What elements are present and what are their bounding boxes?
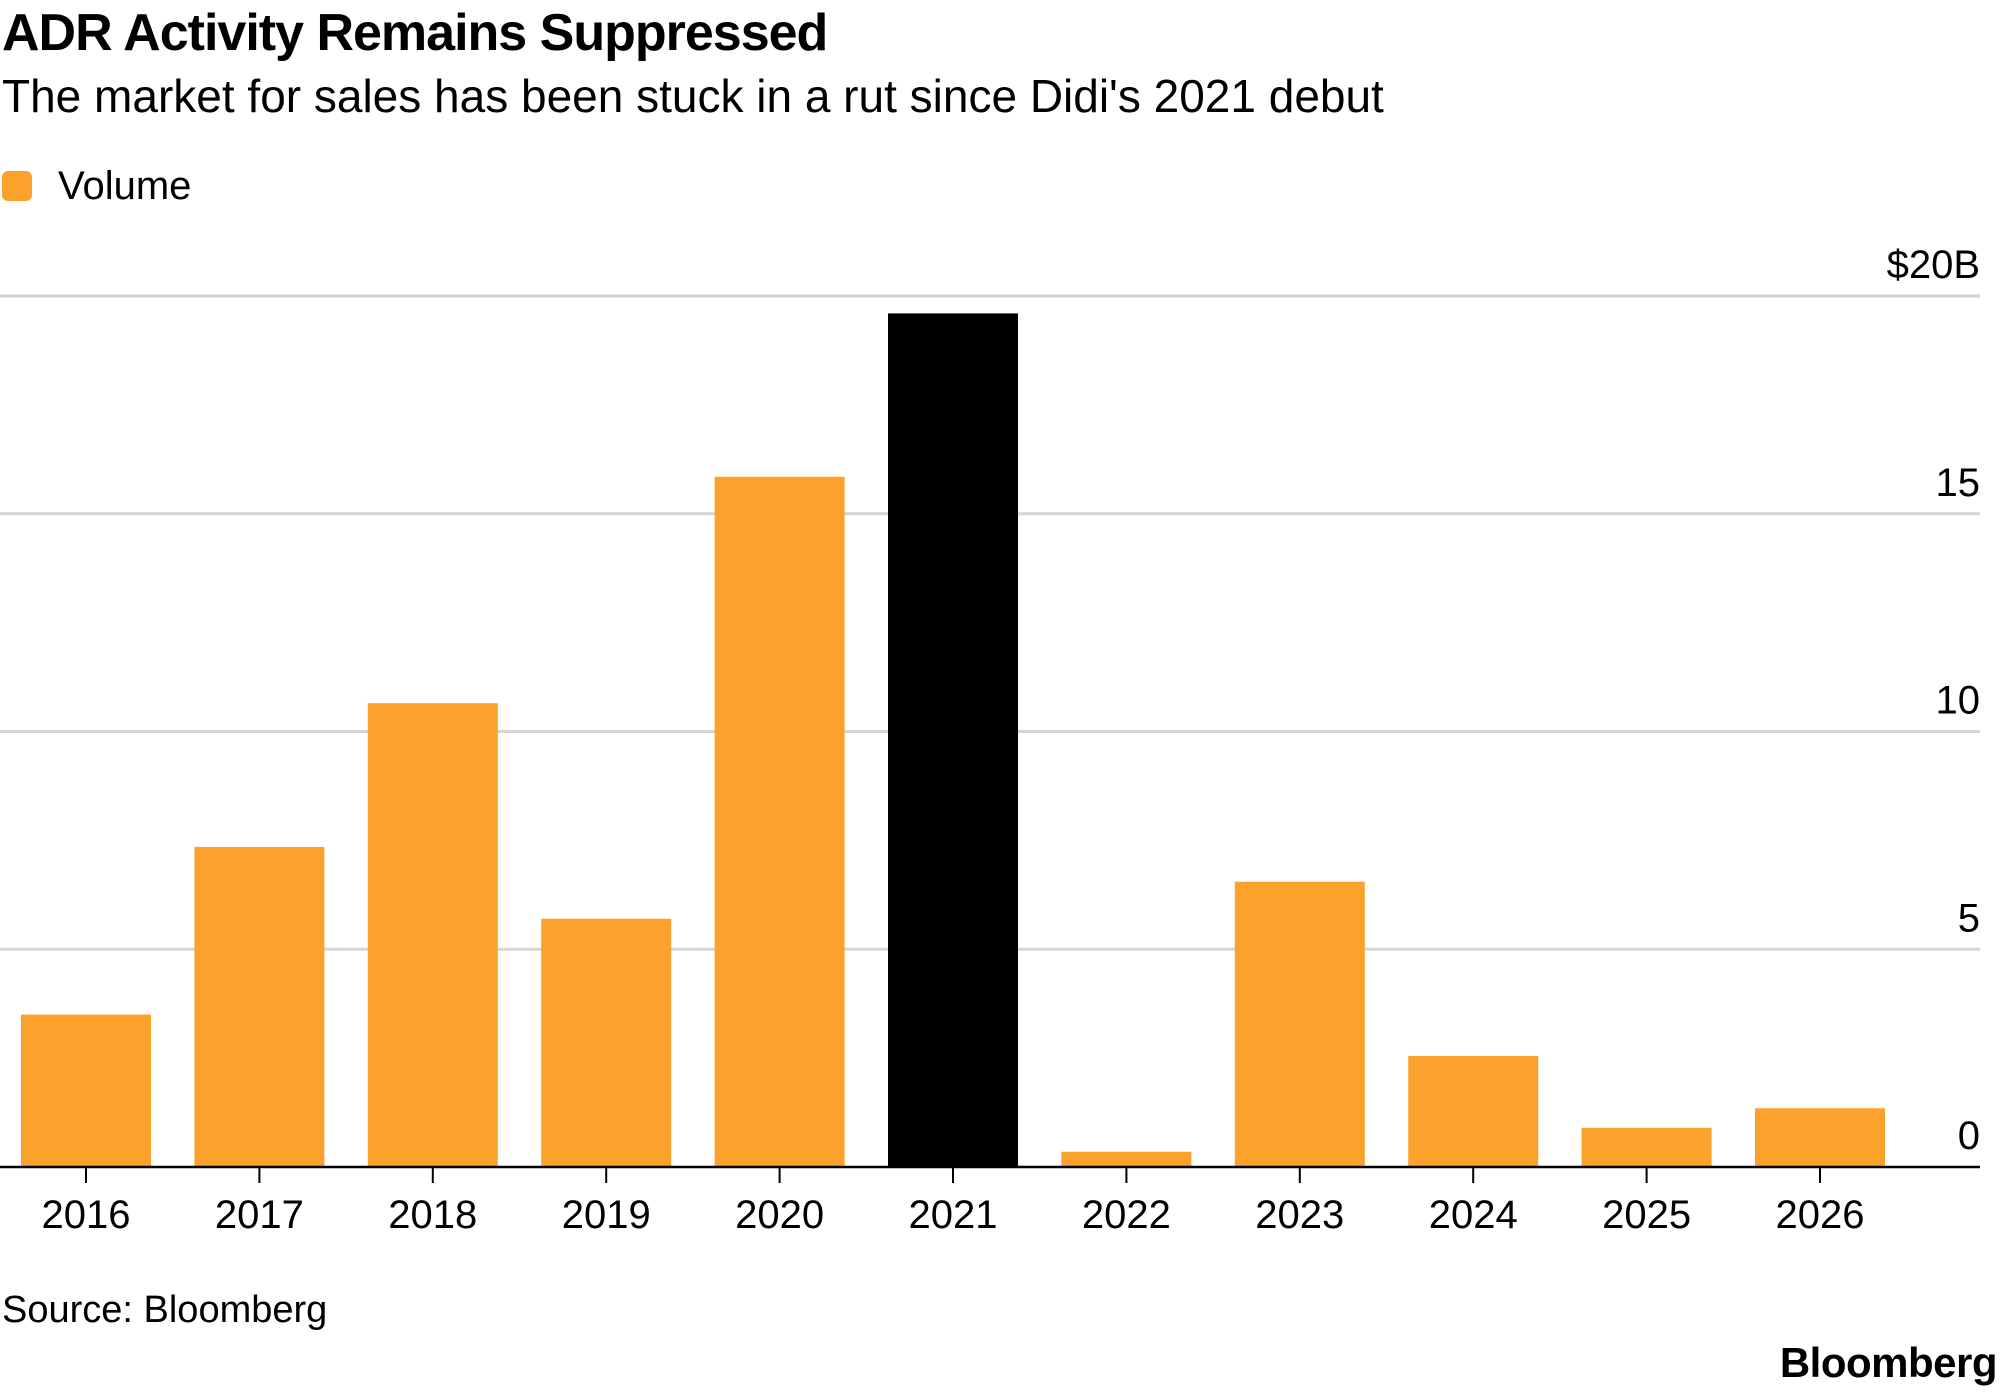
y-tick-label: 5 — [1958, 896, 1980, 940]
x-tick-label: 2021 — [909, 1193, 998, 1237]
chart-title: ADR Activity Remains Suppressed — [2, 4, 828, 62]
legend: Volume — [2, 160, 191, 212]
bar-2023 — [1234, 881, 1365, 1167]
x-tick-label: 2024 — [1429, 1193, 1518, 1237]
y-tick-label: $20B — [1887, 243, 1980, 287]
x-tick-label: 2020 — [735, 1193, 824, 1237]
chart-subtitle: The market for sales has been stuck in a… — [2, 70, 1384, 122]
x-tick-label: 2018 — [388, 1193, 477, 1237]
bar-2024 — [1408, 1055, 1539, 1167]
brand-logo: Bloomberg — [1779, 1339, 1998, 1386]
bar-2017 — [194, 846, 325, 1167]
bar-2026 — [1755, 1108, 1885, 1167]
y-axis-tick-labels: 0 5 10 15 $20B — [1887, 243, 1980, 1158]
x-tick-label: 2019 — [562, 1193, 651, 1237]
x-tick-label: 2025 — [1602, 1193, 1691, 1237]
bars — [21, 313, 1885, 1167]
x-axis: 2016 2017 2018 2019 2020 2021 2022 2023 2024 2025… — [0, 1165, 1980, 1237]
bar-2021 — [888, 313, 1018, 1167]
x-tick-label: 2023 — [1255, 1193, 1344, 1237]
y-tick-label: 0 — [1958, 1114, 1980, 1158]
y-tick-label: 10 — [1936, 679, 1981, 723]
x-tick-label: 2016 — [42, 1193, 131, 1237]
x-tick-label: 2022 — [1082, 1193, 1171, 1237]
bar-2025 — [1581, 1127, 1712, 1167]
bar-2022 — [1061, 1151, 1192, 1167]
source-note: Source: Bloomberg — [2, 1289, 328, 1331]
bar-2018 — [367, 703, 498, 1167]
y-tick-label: 15 — [1936, 461, 1981, 505]
legend-label-volume: Volume — [58, 163, 192, 208]
bar-2020 — [714, 476, 845, 1167]
bar-2016 — [21, 1014, 151, 1167]
x-tick-label: 2026 — [1776, 1193, 1865, 1237]
legend-swatch — [2, 171, 32, 201]
bar-2019 — [541, 918, 672, 1167]
x-tick-label: 2017 — [215, 1193, 304, 1237]
